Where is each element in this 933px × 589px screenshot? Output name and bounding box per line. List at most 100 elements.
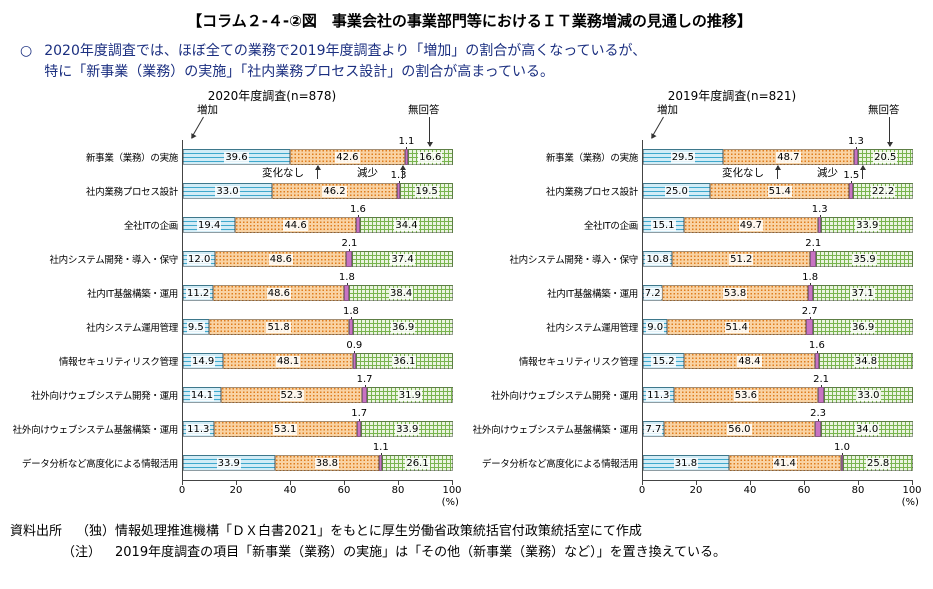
- category-label: 社内業務プロセス設計: [545, 187, 638, 198]
- segment-value: 15.1: [651, 219, 676, 231]
- segment-decrease: [840, 455, 844, 471]
- annotation-increase-label: 増加: [657, 104, 678, 116]
- segment-decrease: [814, 353, 820, 369]
- segment-nochange: 44.6: [235, 217, 356, 233]
- bar-row: 社内業務プロセス設計 25.0 51.4 22.2 1.5: [546, 170, 913, 208]
- segment-value: 48.6: [268, 253, 294, 265]
- note-line: （注） 2019年度調査の項目「新事業（業務）の実施」は「その他（新事業（業務）な…: [10, 542, 929, 563]
- segment-decrease: [814, 421, 822, 437]
- stacked-bar: 33.9 38.8 26.1 1.1: [183, 442, 453, 471]
- increase-arrow-icon: [651, 116, 664, 139]
- segment-increase: 10.8: [643, 251, 673, 267]
- decrease-arrow-icon: [859, 165, 866, 179]
- source-line: 資料出所 （独）情報処理推進機構「ＤＸ白書2021」をもとに厚生労働省政策統括官付…: [10, 521, 929, 542]
- segment-value: 34.8: [853, 355, 879, 367]
- chart-title-2019: 2019年度調査(n=821): [667, 89, 797, 103]
- segment-noanswer: 37.4: [352, 251, 453, 267]
- x-axis: 0 20 40 60 80 100 (%): [639, 481, 922, 511]
- segment-value: 42.6: [335, 151, 360, 163]
- segment-value: 56.0: [727, 423, 752, 435]
- segment-increase: 7.7: [643, 421, 664, 437]
- segment-nochange: 46.2: [272, 183, 397, 199]
- segment-decrease: [810, 251, 817, 267]
- segment-value: 53.6: [733, 389, 758, 401]
- segment-increase: 25.0: [643, 183, 711, 199]
- x-tick-label: 60: [797, 485, 811, 496]
- segment-increase: 7.2: [643, 285, 663, 301]
- decrease-leader-line: [364, 384, 366, 387]
- segment-noanswer: 20.5: [857, 149, 913, 165]
- category-label: 社外向けウェブシステム基盤構築・運用: [12, 425, 179, 436]
- bar-row: 社外向けウェブシステム開発・運用 14.1 52.3 31.9 1.7: [31, 374, 453, 412]
- segment-value: 22.2: [870, 185, 896, 197]
- segment-value: 37.1: [850, 287, 875, 299]
- segment-nochange: 51.4: [667, 319, 807, 335]
- segment-value: 11.3: [186, 423, 211, 435]
- segment-decrease: [356, 421, 362, 437]
- stacked-bar: 33.0 46.2 19.5 1.3: [183, 170, 453, 199]
- decrease-leader-line: [380, 452, 382, 455]
- segment-increase: 15.2: [643, 353, 685, 369]
- segment-value: 36.1: [392, 355, 417, 367]
- segment-increase: 12.0: [183, 251, 216, 267]
- segment-nochange: 51.2: [672, 251, 811, 267]
- category-label: 新事業（業務）の実施: [85, 153, 178, 164]
- segment-value: 51.4: [767, 185, 792, 197]
- noanswer-arrow-icon: [886, 117, 893, 147]
- segment-value: 38.4: [389, 287, 414, 299]
- segment-decrease: [348, 319, 354, 335]
- stacked-bar: 19.4 44.6 34.4 1.6: [183, 204, 453, 233]
- category-label: 社内IT基盤構築・運用: [547, 289, 638, 300]
- segment-nochange: 48.6: [215, 251, 347, 267]
- stacked-bar: 29.5 48.7 20.5 1.3: [643, 136, 913, 165]
- segment-decrease: [362, 387, 367, 403]
- x-axis-unit: (%): [901, 497, 919, 508]
- segment-value: 10.8: [645, 253, 670, 265]
- x-tick-label: 0: [178, 485, 186, 496]
- segment-nochange: 48.6: [213, 285, 345, 301]
- segment-value: 33.0: [856, 389, 881, 401]
- decrease-value: 1.7: [350, 408, 369, 419]
- summary-text: 2020年度調査では、ほぼ全ての業務で2019年度調査より「増加」の割合が高くな…: [44, 41, 646, 83]
- x-tick-mark: [236, 481, 237, 485]
- stacked-bar: 15.1 49.7 33.9 1.3: [643, 204, 913, 233]
- bar-row: 社内システム運用管理 9.5 51.8 36.9 1.8: [86, 306, 453, 344]
- segment-increase: 31.8: [643, 455, 729, 471]
- segment-nochange: 48.1: [223, 353, 354, 369]
- segment-value: 25.0: [664, 185, 689, 197]
- segment-value: 11.3: [646, 389, 671, 401]
- chart-2019-survey: 2019年度調査(n=821) 増加 無回答 変化なし 減少 新事業（業務）の実…: [470, 87, 924, 511]
- decrease-value: 2.1: [804, 238, 823, 249]
- summary-paragraph: ○ 2020年度調査では、ほぼ全ての業務で2019年度調査より「増加」の割合が高…: [20, 41, 923, 83]
- segment-value: 31.8: [673, 457, 699, 469]
- x-tick-label: 100: [902, 485, 922, 496]
- segment-value: 14.9: [190, 355, 216, 367]
- segment-value: 15.2: [651, 355, 676, 367]
- nochange-arrow-icon: [774, 165, 781, 179]
- segment-noanswer: 19.5: [400, 183, 453, 199]
- x-tick-mark: [290, 481, 291, 485]
- note-text: 2019年度調査の項目「新事業（業務）の実施」は「その他（新事業（業務）など）」…: [115, 545, 726, 561]
- segment-noanswer: 35.9: [816, 251, 913, 267]
- category-label: 社内業務プロセス設計: [85, 187, 178, 198]
- segment-value: 34.0: [854, 423, 880, 435]
- bar-row: 新事業（業務）の実施 29.5 48.7 20.5 1.3: [546, 136, 913, 174]
- annotation-decrease-label: 減少: [817, 167, 838, 179]
- segment-value: 41.4: [772, 457, 797, 469]
- segment-value: 19.4: [197, 219, 222, 231]
- summary-line-1: 2020年度調査では、ほぼ全ての業務で2019年度調査より「増加」の割合が高くな…: [44, 43, 647, 59]
- figure-title: 【コラム２-４-②図 事業会社の事業部門等におけるＩＴ業務増減の見通しの推移】: [187, 12, 752, 30]
- decrease-leader-line: [357, 214, 359, 217]
- decrease-value: 2.1: [340, 238, 359, 249]
- segment-value: 26.1: [405, 457, 430, 469]
- segment-decrease: [344, 285, 350, 301]
- footer: 資料出所 （独）情報処理推進機構「ＤＸ白書2021」をもとに厚生労働省政策統括官付…: [10, 521, 929, 564]
- bullet-mark: ○: [20, 43, 33, 59]
- segment-value: 11.2: [185, 287, 211, 299]
- segment-value: 9.0: [646, 321, 665, 333]
- chart-body: 増加 無回答 変化なし 減少 新事業（業務）の実施 29.5 48.7 20.5 1.3…: [470, 104, 924, 511]
- segment-decrease: [817, 217, 822, 233]
- stacked-bar: 9.5 51.8 36.9 1.8: [183, 306, 453, 335]
- decrease-leader-line: [354, 350, 356, 353]
- segment-increase: 33.9: [183, 455, 275, 471]
